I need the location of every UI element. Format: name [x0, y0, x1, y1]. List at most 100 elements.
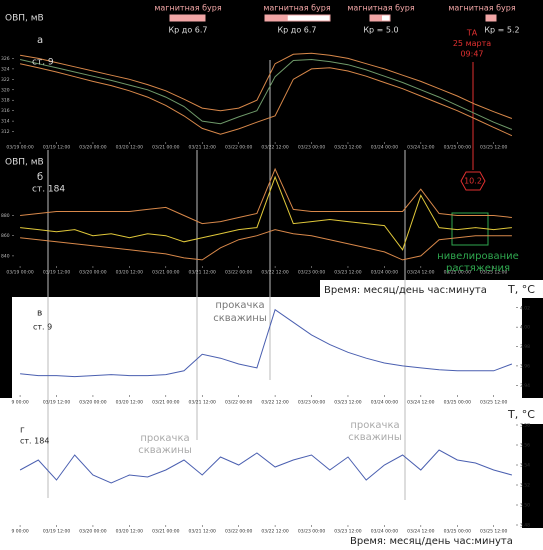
- y-tick-label: 318: [1, 98, 10, 104]
- x-tick-label: 03/22 00:00: [225, 270, 253, 276]
- data-line: [19, 449, 513, 484]
- x-tick-label: 03/25 12:00: [480, 400, 508, 406]
- y-tick-label: 3.50: [520, 503, 530, 509]
- x-tick-label: 03/23 12:00: [334, 400, 362, 406]
- y-tick-label: 3.98: [520, 344, 530, 350]
- x-tick-label: 03/24 00:00: [371, 400, 399, 406]
- storm-label: магнитная буря: [154, 4, 221, 13]
- y-tick-label: 4.02: [520, 305, 530, 311]
- y-tick-label: 3.54: [520, 463, 530, 469]
- x-tick-label: 03/19 12:00: [43, 400, 71, 406]
- panel-letter: б: [37, 172, 43, 183]
- storm-kp: Кр до 6.7: [278, 26, 317, 35]
- event-label: 09:47: [460, 50, 483, 59]
- x-tick-label: 03/23 00:00: [298, 270, 326, 276]
- annotation: прокачка: [140, 433, 189, 444]
- storm-fill: [370, 15, 382, 21]
- y-tick-label: 4.00: [520, 325, 530, 331]
- x-tick-label: 03/24 12:00: [407, 145, 435, 151]
- x-tick-label: 03/21 12:00: [189, 400, 217, 406]
- x-tick-label: 03/24 00:00: [371, 529, 399, 535]
- x-tick-label: 03/22 00:00: [225, 529, 253, 535]
- y-tick-label: 840: [1, 253, 10, 259]
- x-tick-label: 03/25 12:00: [480, 145, 508, 151]
- y-tick-label: 880: [1, 213, 10, 219]
- storm-label: магнитная буря: [347, 4, 414, 13]
- label-bg: [320, 528, 543, 550]
- y-axis-title: T, °C: [507, 283, 535, 296]
- y-axis-title: ОВП, мВ: [5, 14, 44, 24]
- y-tick-label: 322: [1, 77, 10, 83]
- station-label: ст. 9: [33, 323, 52, 332]
- x-tick-label: 03/23 12:00: [334, 270, 362, 276]
- panel-g-bg: [0, 398, 522, 550]
- y-tick-label: 324: [1, 66, 10, 72]
- y-tick-label: 314: [1, 119, 10, 125]
- x-tick-label: 03/19 12:00: [43, 145, 71, 151]
- x-tick-label: 03/23 00:00: [298, 400, 326, 406]
- x-tick-label: 03/21 12:00: [189, 529, 217, 535]
- station-label: ст. 184: [32, 185, 65, 195]
- annotation: нивелирование: [437, 251, 519, 262]
- storm-fill: [486, 15, 496, 21]
- x-tick-label: 03/22 00:00: [225, 400, 253, 406]
- y-tick-label: 3.96: [520, 363, 530, 369]
- y-tick-label: 320: [1, 87, 10, 93]
- annotation: скважины: [213, 313, 267, 324]
- x-tick-label: 03/21 00:00: [152, 400, 180, 406]
- label-bg: [490, 398, 543, 424]
- data-line: [20, 167, 512, 225]
- event-marker: [460, 171, 486, 191]
- x-tick-label: 03/22 12:00: [261, 270, 289, 276]
- x-tick-label: 03/21 12:00: [189, 145, 217, 151]
- storm-kp: Кр до 6.7: [169, 26, 208, 35]
- x-tick-label: 03/25 00:00: [444, 145, 472, 151]
- x-tick-label: 03/20 12:00: [116, 529, 144, 535]
- label-bg: [320, 280, 543, 298]
- x-tick-label: 03/20 12:00: [116, 270, 144, 276]
- x-tick-label: 03/20 00:00: [79, 270, 107, 276]
- x-tick-label: 03/21 12:00: [189, 270, 217, 276]
- event-label: ТА: [466, 29, 478, 38]
- x-tick-label: 03/24 12:00: [407, 529, 435, 535]
- x-tick-label: 03/19 00:00: [6, 145, 34, 151]
- data-line: [20, 52, 513, 119]
- y-tick-label: 3.58: [520, 423, 530, 429]
- y-tick-label: 860: [1, 233, 10, 239]
- data-line: [20, 175, 512, 251]
- panel-letter: в: [37, 309, 42, 319]
- storm-fill: [170, 15, 205, 21]
- x-tick-label: 03/25 12:00: [480, 270, 508, 276]
- panel-letter: г: [20, 426, 25, 436]
- plots: 03/19 00:00 03/19 12:00 03/20 00:00 03/20 1…: [1, 4, 535, 548]
- x-tick-label: 9 00:00: [11, 400, 28, 406]
- x-tick-label: 03/22 12:00: [261, 400, 289, 406]
- y-axis-title: T, °C: [507, 408, 535, 421]
- storm-kp: Кр = 5.0: [363, 26, 398, 35]
- x-tick-label: 03/22 12:00: [261, 145, 289, 151]
- x-tick-label: 03/23 12:00: [334, 529, 362, 535]
- storm-label: магнитная буря: [263, 4, 330, 13]
- x-tick-label: 03/21 00:00: [152, 529, 180, 535]
- x-axis-title: Время: месяц/день час:минута: [324, 285, 487, 296]
- x-tick-label: 03/21 00:00: [152, 270, 180, 276]
- annotation: прокачка: [350, 420, 399, 431]
- data-line: [20, 229, 512, 261]
- y-tick-label: 3.94: [520, 383, 530, 389]
- x-axis-title: Время: месяц/день час:минута: [350, 536, 513, 547]
- x-tick-label: 03/20 00:00: [79, 145, 107, 151]
- y-tick-label: 3.52: [520, 483, 530, 489]
- x-tick-label: 03/25 00:00: [444, 400, 472, 406]
- x-tick-label: 03/22 12:00: [261, 529, 289, 535]
- x-tick-label: 03/19 12:00: [43, 529, 71, 535]
- data-line: [19, 63, 513, 137]
- storm-fill: [265, 15, 288, 21]
- y-tick-label: 3.56: [520, 443, 530, 449]
- x-tick-label: 03/25 12:00: [480, 529, 508, 535]
- x-tick-label: 03/20 12:00: [116, 145, 144, 151]
- panel-v-bg: [12, 297, 522, 398]
- y-axis-title: ОВП, мВ: [5, 158, 44, 168]
- annotation: прокачка: [215, 300, 264, 311]
- x-tick-label: 03/25 00:00: [444, 270, 472, 276]
